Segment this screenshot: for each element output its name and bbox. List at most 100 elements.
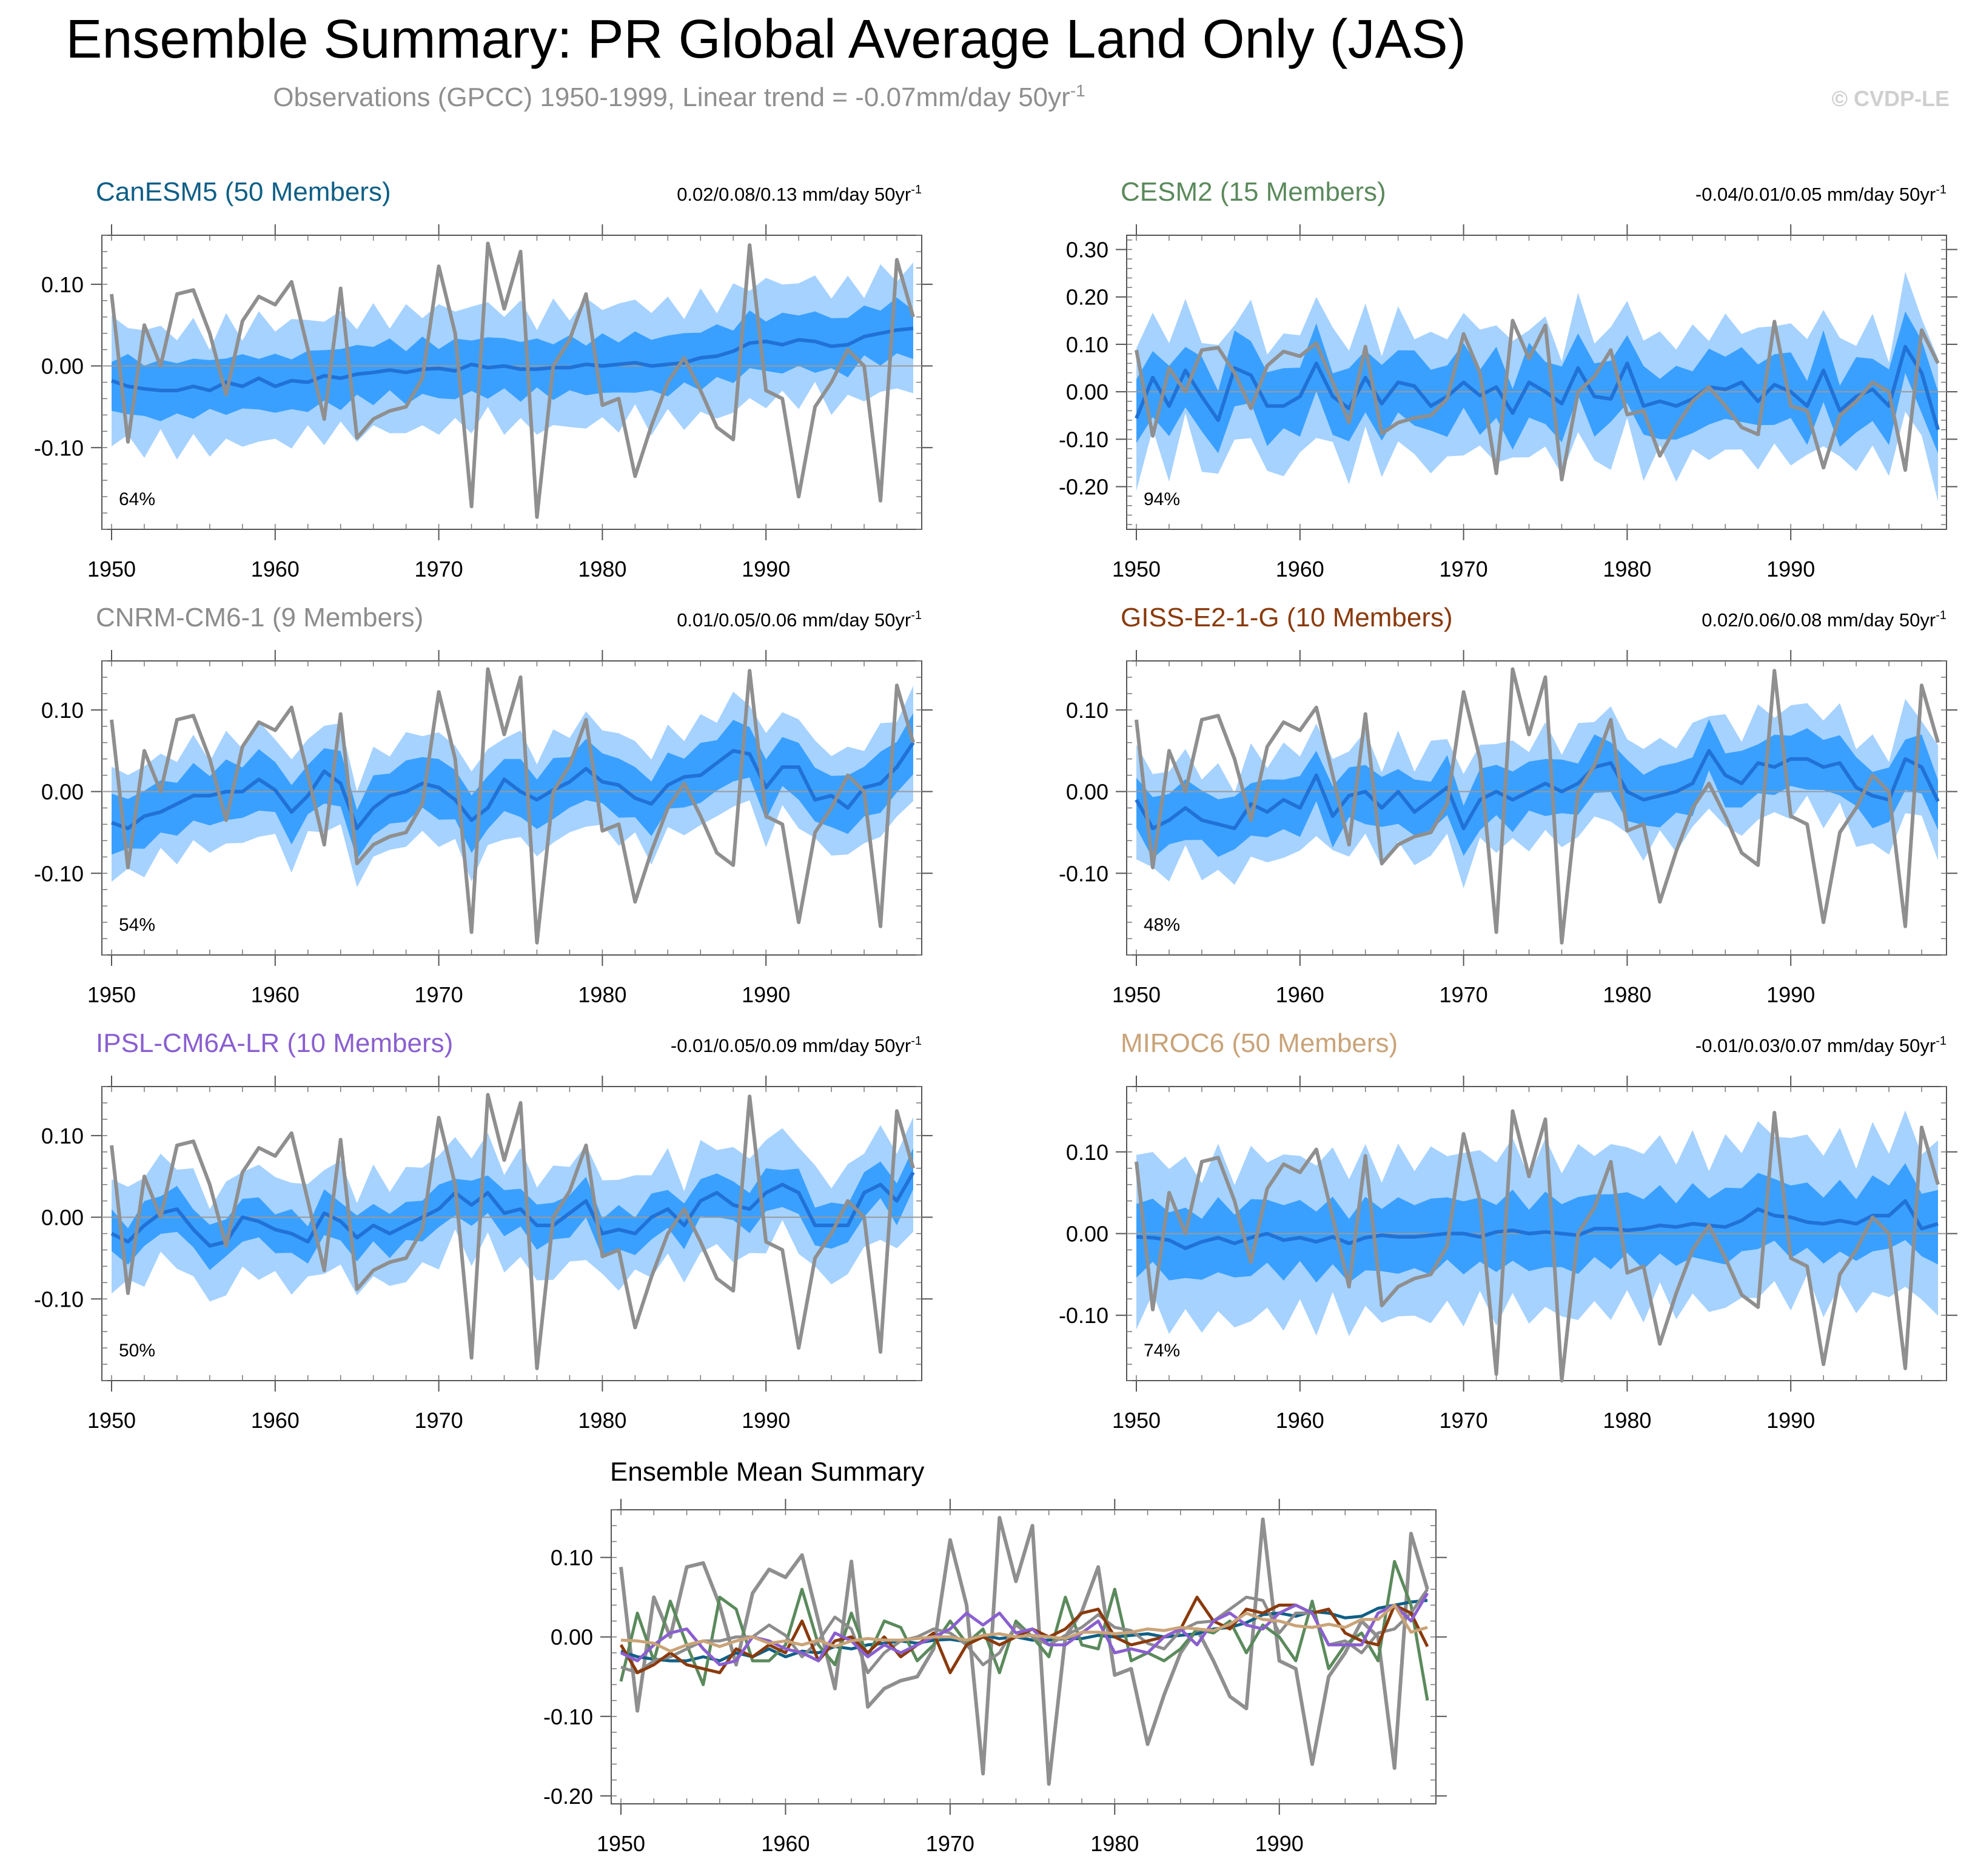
- y-tick-label: 0.00: [1066, 1222, 1108, 1247]
- x-tick-label: 1980: [1603, 1408, 1651, 1433]
- y-tick-label: -0.20: [1059, 475, 1108, 500]
- y-tick-label: 0.10: [1066, 698, 1108, 723]
- x-tick-label: 1990: [742, 557, 790, 581]
- model-panel-3: CNRM-CM6-1 (9 Members) 0.01/0.05/0.06 mm/…: [34, 603, 933, 1007]
- trend-label: -0.01/0.03/0.07 mm/day 50yr-1: [1695, 1034, 1946, 1056]
- rank-percent-label: 50%: [119, 1341, 155, 1361]
- y-tick-label: 0.10: [1066, 332, 1108, 357]
- x-tick-label: 1950: [87, 557, 136, 581]
- x-tick-label: 1970: [415, 1408, 463, 1433]
- model-panel-2: CESM2 (15 Members) -0.04/0.01/0.05 mm/day…: [1059, 177, 1957, 581]
- trend-text: -0.04/0.01/0.05 mm/day 50yr: [1695, 184, 1936, 205]
- inner-percentile-band: [1136, 311, 1938, 454]
- panel-title: CNRM-CM6-1 (9 Members): [96, 603, 423, 632]
- x-tick-label: 1990: [742, 1408, 790, 1433]
- x-tick-label: 1960: [1276, 982, 1324, 1007]
- panel-title: MIROC6 (50 Members): [1121, 1028, 1398, 1058]
- x-tick-label: 1970: [1440, 982, 1488, 1007]
- y-tick-label: 0.30: [1066, 237, 1108, 262]
- trend-text: -0.01/0.05/0.09 mm/day 50yr: [671, 1035, 911, 1056]
- x-tick-label: 1950: [1112, 982, 1161, 1007]
- model-panel-1: CanESM5 (50 Members) 0.02/0.08/0.13 mm/da…: [34, 177, 933, 581]
- x-tick-label: 1990: [1766, 557, 1815, 581]
- x-tick-label: 1980: [1603, 557, 1651, 581]
- x-tick-label: 1960: [1276, 1408, 1324, 1433]
- figure-subtitle: Observations (GPCC) 1950-1999, Linear tr…: [273, 81, 1085, 112]
- summary-mean-line-6: [620, 1603, 1428, 1653]
- trend-text: 0.02/0.08/0.13 mm/day 50yr: [677, 184, 911, 205]
- observations-line: [110, 667, 915, 945]
- y-tick-label: -0.10: [1059, 427, 1108, 452]
- y-tick-label: 0.10: [41, 272, 84, 297]
- x-tick-label: 1960: [251, 557, 300, 581]
- observations-line: [1135, 318, 1940, 481]
- observations-line: [1135, 667, 1940, 945]
- y-tick-label: -0.10: [543, 1704, 593, 1729]
- rank-percent-label: 94%: [1144, 489, 1180, 509]
- trend-superscript: -1: [911, 1034, 922, 1048]
- summary-title: Ensemble Mean Summary: [610, 1457, 924, 1487]
- x-tick-label: 1960: [251, 982, 300, 1007]
- trend-text: -0.01/0.03/0.07 mm/day 50yr: [1695, 1035, 1936, 1056]
- x-tick-label: 1990: [1766, 982, 1815, 1007]
- y-tick-label: -0.10: [1059, 861, 1108, 886]
- x-tick-label: 1950: [87, 1408, 136, 1433]
- x-tick-label: 1960: [761, 1831, 810, 1856]
- x-tick-label: 1950: [1112, 557, 1161, 581]
- y-tick-label: -0.10: [1059, 1303, 1108, 1328]
- x-tick-label: 1980: [578, 982, 626, 1007]
- summary-mean-line-2: [619, 1559, 1429, 1701]
- y-tick-label: 0.10: [551, 1546, 593, 1570]
- y-tick-label: 0.00: [1066, 780, 1108, 805]
- y-tick-label: 0.00: [41, 1205, 84, 1230]
- panel-title: IPSL-CM6A-LR (10 Members): [96, 1028, 453, 1058]
- x-tick-label: 1980: [578, 557, 626, 581]
- y-tick-label: 0.10: [41, 1124, 84, 1148]
- trend-text: 0.01/0.05/0.06 mm/day 50yr: [677, 609, 911, 631]
- trend-label: 0.02/0.08/0.13 mm/day 50yr-1: [677, 183, 922, 205]
- y-tick-label: 0.20: [1066, 285, 1108, 310]
- model-panel-6: MIROC6 (50 Members) -0.01/0.03/0.07 mm/da…: [1059, 1028, 1957, 1433]
- trend-label: 0.01/0.05/0.06 mm/day 50yr-1: [677, 609, 922, 631]
- rank-percent-label: 64%: [119, 489, 155, 509]
- inner-percentile-band: [112, 297, 913, 421]
- x-tick-label: 1950: [1112, 1408, 1161, 1433]
- trend-superscript: -1: [1936, 1034, 1946, 1048]
- ensemble-mean-line: [110, 1171, 915, 1248]
- x-tick-label: 1970: [1440, 557, 1488, 581]
- panel-title: CESM2 (15 Members): [1121, 177, 1386, 207]
- x-tick-label: 1980: [1090, 1831, 1139, 1856]
- x-tick-label: 1990: [1766, 1408, 1815, 1433]
- x-tick-label: 1960: [251, 1408, 300, 1433]
- x-tick-label: 1970: [415, 982, 463, 1007]
- rank-percent-label: 48%: [1144, 915, 1180, 935]
- y-tick-label: 0.10: [1066, 1140, 1108, 1165]
- ensemble-mean-line: [111, 742, 915, 831]
- ensemble-mean-line: [1135, 344, 1940, 430]
- y-tick-label: 0.00: [41, 354, 84, 379]
- x-tick-label: 1980: [578, 1408, 626, 1433]
- y-tick-label: -0.20: [543, 1784, 593, 1809]
- rank-percent-label: 74%: [1144, 1341, 1180, 1361]
- y-tick-label: 0.00: [551, 1625, 593, 1650]
- x-tick-label: 1970: [1440, 1408, 1488, 1433]
- ensemble-mean-line: [1135, 749, 1940, 831]
- copyright-label: © CVDP-LE: [1831, 86, 1950, 111]
- ensemble-mean-line: [111, 326, 914, 392]
- y-tick-label: 0.00: [41, 780, 84, 805]
- trend-label: -0.04/0.01/0.05 mm/day 50yr-1: [1695, 183, 1946, 205]
- y-tick-label: -0.10: [34, 1287, 84, 1312]
- subtitle-text: Observations (GPCC) 1950-1999, Linear tr…: [273, 82, 1070, 112]
- trend-superscript: -1: [911, 609, 922, 622]
- model-panel-5: IPSL-CM6A-LR (10 Members) -0.01/0.05/0.09…: [34, 1028, 933, 1433]
- x-tick-label: 1950: [87, 982, 136, 1007]
- observations-line: [1135, 1109, 1940, 1382]
- panel-title: GISS-E2-1-G (10 Members): [1121, 603, 1453, 632]
- trend-superscript: -1: [1936, 609, 1946, 622]
- trend-superscript: -1: [1936, 183, 1946, 196]
- x-tick-label: 1950: [597, 1831, 645, 1856]
- ensemble-mean-summary: Ensemble Mean Summary -0.20 -0.10 0.00 0.10 1…: [543, 1457, 1447, 1856]
- panels-group: CanESM5 (50 Members) 0.02/0.08/0.13 mm/da…: [34, 177, 1957, 1433]
- subtitle-superscript: -1: [1070, 81, 1085, 100]
